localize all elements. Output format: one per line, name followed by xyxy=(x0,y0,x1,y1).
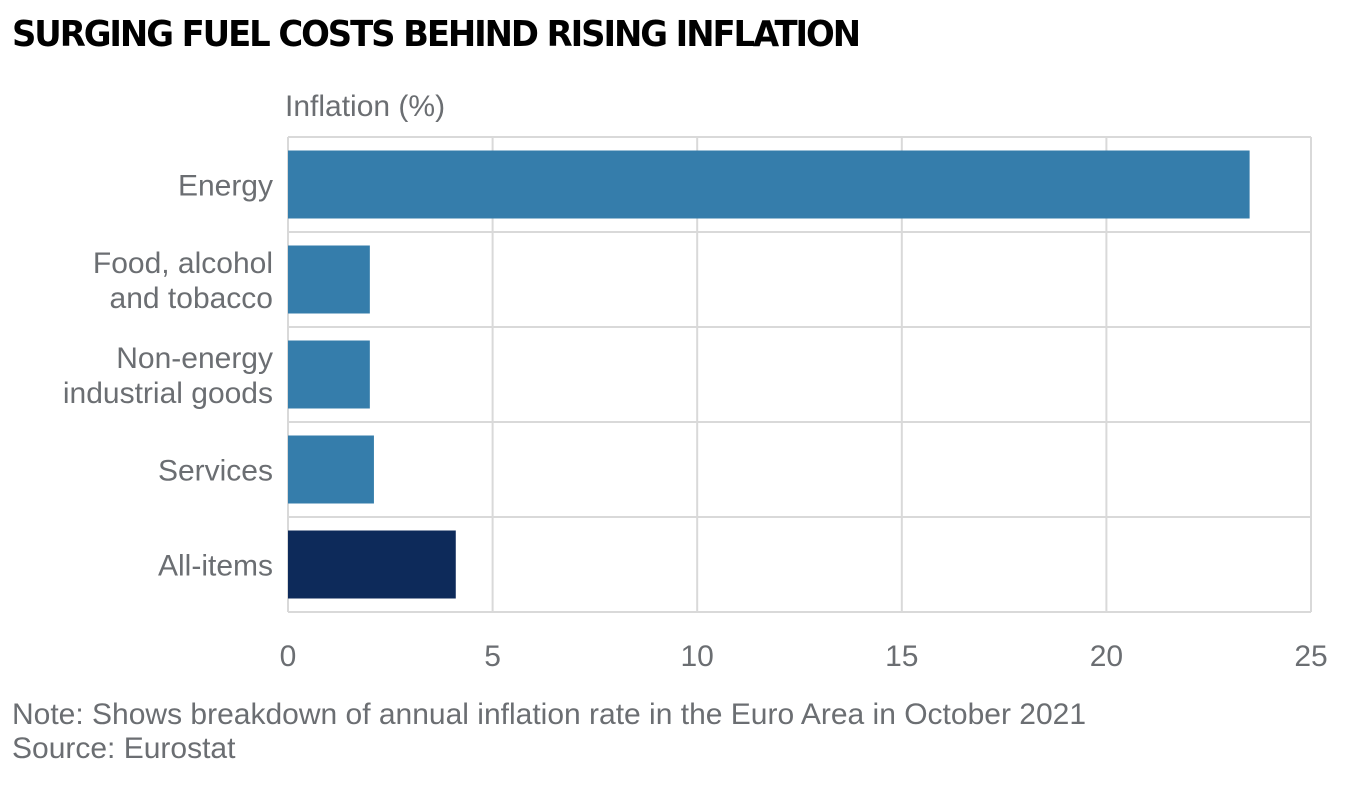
x-tick-label-2: 10 xyxy=(681,640,714,673)
category-label-0-line-0: Energy xyxy=(178,170,273,203)
category-label-1-line-0: Food, alcohol xyxy=(93,247,273,280)
bar-chart: Inflation (%) Energy Food, alcohol and tob… xyxy=(63,90,1328,673)
category-label-2: Non-energy industrial goods xyxy=(63,342,273,410)
chart-footer: Note: Shows breakdown of annual inflatio… xyxy=(12,698,1086,766)
x-tick-label-3: 15 xyxy=(885,640,918,673)
category-label-4-line-0: All-items xyxy=(158,550,273,583)
bar-4 xyxy=(288,530,456,599)
category-label-4: All-items xyxy=(158,550,273,583)
bars xyxy=(288,150,1250,599)
bar-1 xyxy=(288,245,370,314)
category-label-2-line-0: Non-energy xyxy=(116,342,273,375)
category-labels: Energy Food, alcohol and tobacco Non-energy… xyxy=(63,170,273,583)
x-tick-labels: 0 5 10 15 20 25 xyxy=(280,640,1328,673)
x-tick-label-1: 5 xyxy=(484,640,501,673)
chart-title: SURGING FUEL COSTS BEHIND RISING INFLATI… xyxy=(12,14,861,55)
bar-3 xyxy=(288,435,374,504)
category-label-2-line-1: industrial goods xyxy=(63,377,273,410)
bar-0 xyxy=(288,150,1250,219)
category-label-1-line-1: and tobacco xyxy=(110,282,273,315)
category-label-1: Food, alcohol and tobacco xyxy=(93,247,273,315)
chart-note: Note: Shows breakdown of annual inflatio… xyxy=(12,698,1087,731)
bar-2 xyxy=(288,340,370,409)
chart-source: Source: Eurostat xyxy=(12,732,236,765)
category-label-3-line-0: Services xyxy=(158,455,273,488)
x-tick-label-0: 0 xyxy=(280,640,297,673)
x-tick-label-5: 25 xyxy=(1294,640,1327,673)
x-axis-title: Inflation (%) xyxy=(285,90,445,123)
category-label-3: Services xyxy=(158,455,273,488)
x-tick-label-4: 20 xyxy=(1090,640,1123,673)
category-label-0: Energy xyxy=(178,170,273,203)
